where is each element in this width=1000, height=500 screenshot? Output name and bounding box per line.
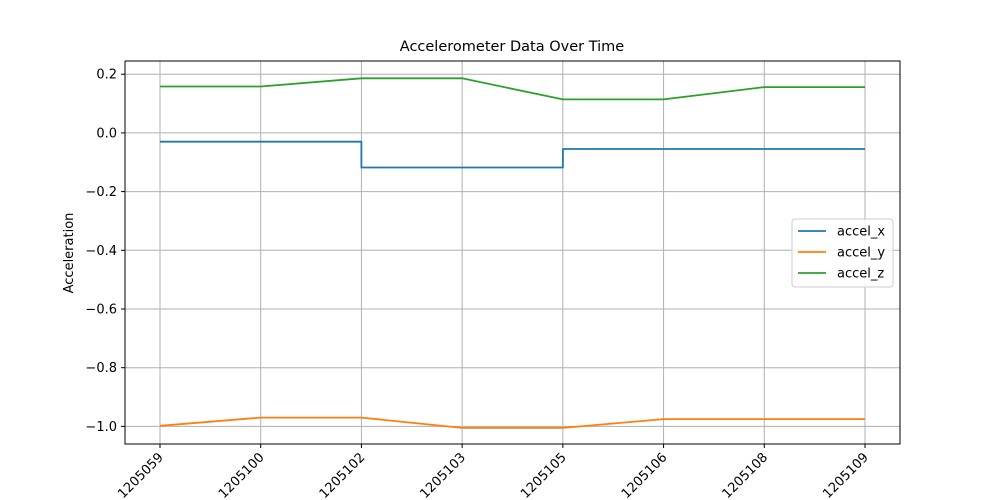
legend-box	[791, 218, 894, 288]
legend-label-accel_x: accel_x	[837, 225, 885, 240]
y-tick-label: −1.0	[85, 420, 117, 435]
y-tick-label: 0.0	[96, 126, 117, 141]
y-tick-label: −0.8	[85, 361, 117, 376]
grid-lines	[125, 61, 900, 444]
plot-frame	[124, 60, 901, 445]
legend-label-accel_y: accel_y	[837, 246, 885, 261]
series-line-accel_z	[160, 77, 865, 101]
y-axis-label: Acceleration	[62, 213, 77, 294]
chart-title: Accelerometer Data Over Time	[400, 39, 624, 55]
y-tick-label: −0.2	[85, 185, 117, 200]
series-line-accel_y	[159, 416, 865, 429]
y-tick-label: −0.6	[85, 302, 117, 317]
y-tick-label: 0.2	[96, 68, 117, 83]
y-axis: −1.0 −0.8 −0.6 −0.4 −0.2 0.0 0.2	[85, 68, 125, 435]
series-line-accel_x	[160, 140, 865, 169]
legend: accel_x accel_y accel_z	[791, 218, 894, 288]
series-lines	[159, 77, 865, 429]
y-tick-label: −0.4	[85, 244, 117, 259]
legend-label-accel_z: accel_z	[837, 267, 884, 282]
